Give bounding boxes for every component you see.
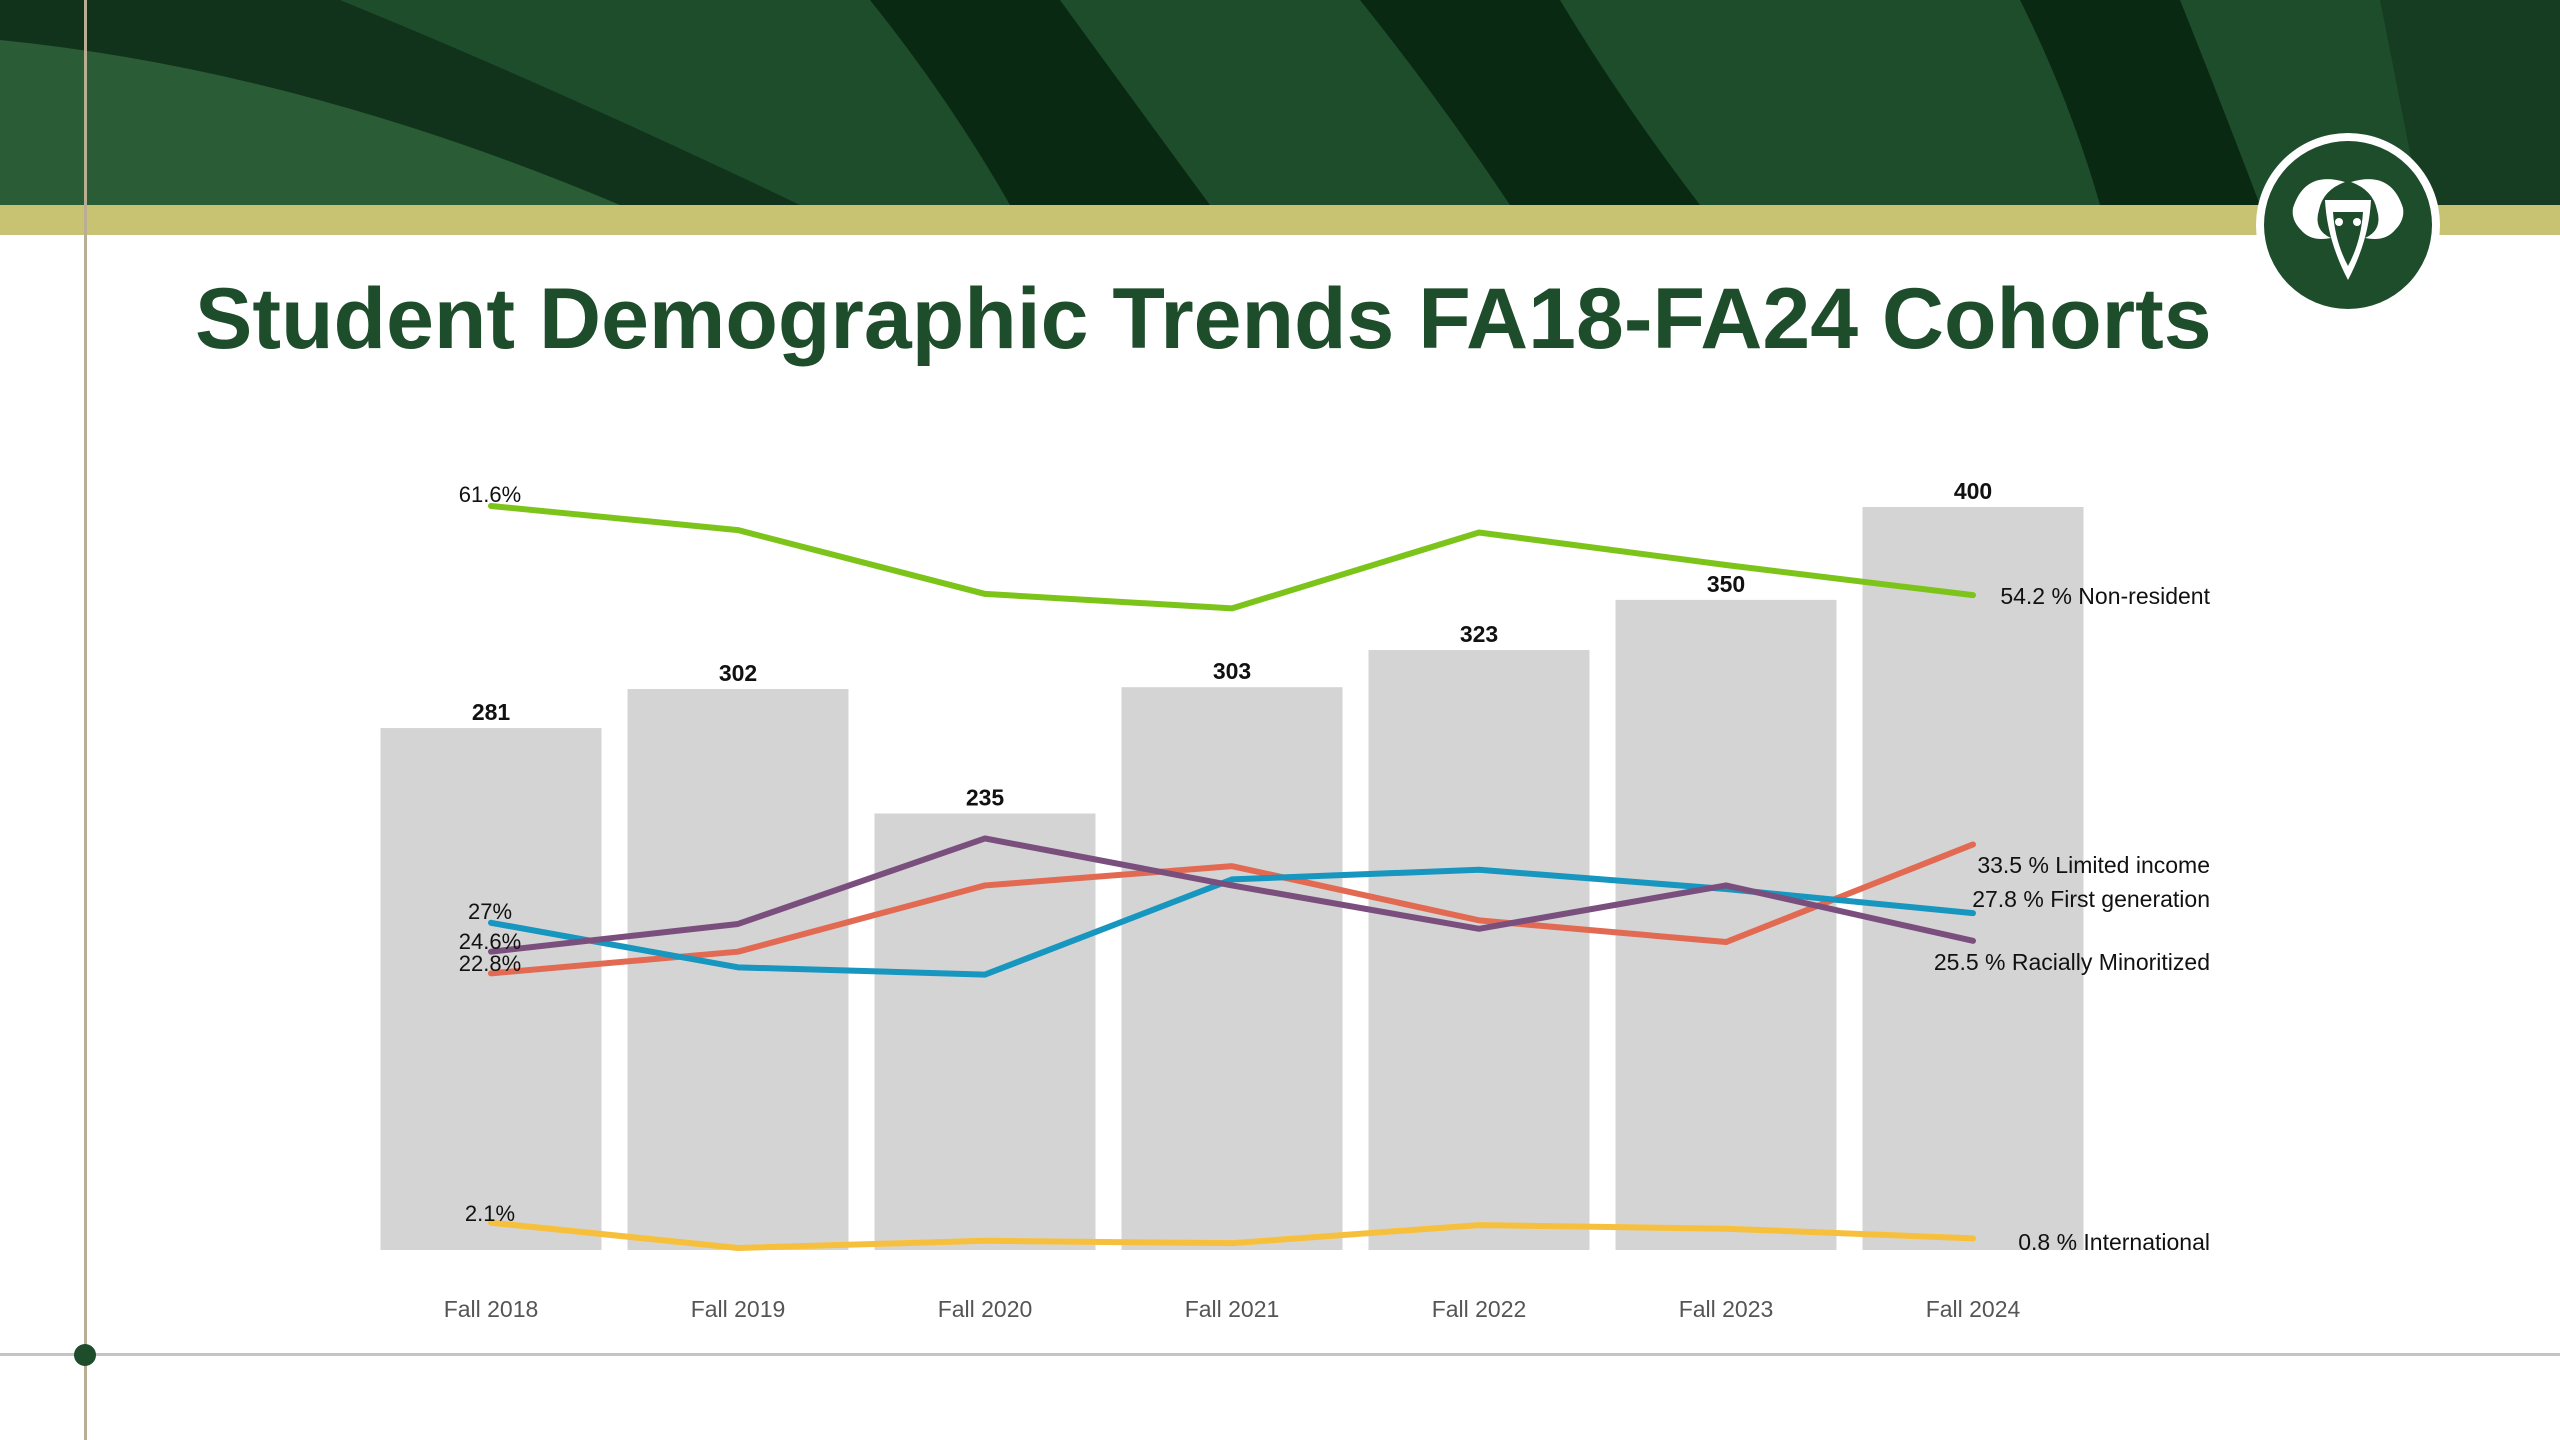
x-tick-label: Fall 2018 (444, 1296, 539, 1322)
bar-fall-2018 (380, 728, 602, 1250)
series-line-international (488, 1219, 1976, 1251)
bar-value-label: 400 (1954, 478, 1992, 504)
series-start-label: 2.1% (465, 1201, 515, 1226)
x-tick-label: Fall 2024 (1926, 1296, 2021, 1322)
series-end-label: 0.8 % International (2018, 1229, 2210, 1255)
series-start-label: 61.6% (459, 482, 521, 507)
series-end-label: 33.5 % Limited income (1977, 852, 2210, 878)
series-end-label: 54.2 % Non-resident (2000, 583, 2210, 609)
bar-fall-2022 (1368, 650, 1590, 1250)
series-line-first-generation (488, 866, 1976, 978)
series-start-label: 22.8% (459, 951, 521, 976)
bar-value-label: 235 (966, 784, 1005, 810)
bar-value-label: 281 (472, 699, 511, 725)
series-line-racially-minoritized (488, 835, 1976, 955)
bar-value-label: 302 (719, 660, 757, 686)
series-end-label: 25.5 % Racially Minoritized (1934, 949, 2210, 975)
x-tick-label: Fall 2019 (691, 1296, 786, 1322)
series-line-non-resident (488, 503, 1976, 612)
x-tick-label: Fall 2020 (938, 1296, 1033, 1322)
bar-fall-2024 (1862, 507, 2084, 1250)
x-tick-label: Fall 2022 (1432, 1296, 1527, 1322)
guide-dot (74, 1344, 96, 1366)
vertical-guide-line (84, 0, 87, 1440)
series-line-limited-income (488, 841, 1976, 977)
gold-stripe (0, 205, 2560, 235)
ram-head-icon (2253, 130, 2443, 320)
header-banner (0, 0, 2560, 205)
bar-fall-2023 (1615, 599, 1837, 1250)
bar-value-label: 350 (1707, 571, 1745, 597)
x-tick-label: Fall 2023 (1679, 1296, 1774, 1322)
bar-value-label: 323 (1460, 621, 1498, 647)
bar-value-label: 303 (1213, 658, 1251, 684)
page-title: Student Demographic Trends FA18-FA24 Coh… (195, 271, 2212, 367)
x-tick-label: Fall 2021 (1185, 1296, 1280, 1322)
banner-swoosh-pattern (0, 0, 2560, 205)
series-end-label: 27.8 % First generation (1972, 886, 2210, 912)
bar-fall-2021 (1121, 687, 1343, 1250)
series-start-label: 27% (468, 899, 512, 924)
horizontal-guide-line (0, 1353, 2560, 1356)
series-start-label: 24.6% (459, 929, 521, 954)
